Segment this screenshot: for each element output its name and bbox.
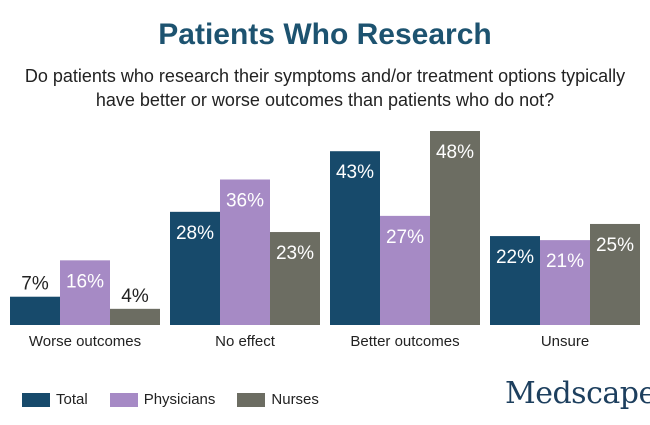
category-label-no-effect: No effect	[215, 333, 276, 350]
legend-label-nurses: Nurses	[271, 391, 319, 408]
data-label-no-effect-total: 28%	[176, 223, 214, 244]
chart-title: Patients Who Research	[158, 18, 492, 51]
bar-unsure-total	[490, 236, 540, 325]
category-label-worse-outcomes: Worse outcomes	[29, 333, 141, 350]
bar-unsure-physicians	[540, 240, 590, 325]
legend-label-total: Total	[56, 391, 88, 408]
bar-worse-outcomes-total	[10, 296, 60, 325]
bar-unsure-nurses	[590, 223, 640, 325]
legend: Total Physicians Nurses	[22, 391, 341, 408]
legend-swatch-physicians	[109, 392, 138, 407]
legend-swatch-total	[22, 392, 50, 407]
data-label-unsure-physicians: 21%	[546, 251, 584, 272]
legend-swatch-nurses	[237, 392, 266, 407]
bar-no-effect-total	[170, 211, 220, 325]
category-label-unsure: Unsure	[541, 333, 589, 350]
data-label-better-outcomes-nurses: 48%	[436, 142, 474, 163]
data-label-unsure-nurses: 25%	[596, 235, 634, 256]
bar-better-outcomes-total	[330, 151, 380, 325]
category-label-better-outcomes: Better outcomes	[350, 333, 459, 350]
bar-better-outcomes-nurses	[430, 131, 480, 325]
legend-item-nurses: Nurses	[237, 391, 319, 408]
data-label-no-effect-nurses: 23%	[276, 243, 314, 264]
data-label-better-outcomes-total: 43%	[336, 162, 374, 183]
bar-worse-outcomes-nurses	[110, 308, 160, 325]
bar-worse-outcomes-physicians	[60, 260, 110, 325]
data-label-worse-outcomes-total: 7%	[21, 274, 49, 295]
bar-better-outcomes-physicians	[380, 215, 430, 325]
data-label-worse-outcomes-nurses: 4%	[121, 286, 149, 307]
legend-item-physicians: Physicians	[109, 391, 216, 408]
chart-subtitle: Do patients who research their symptoms …	[24, 66, 626, 110]
data-label-no-effect-physicians: 36%	[226, 191, 264, 212]
medscape-logo: Medscape	[505, 376, 650, 411]
bar-no-effect-physicians	[220, 179, 270, 325]
legend-item-total: Total	[22, 391, 88, 408]
bar-no-effect-nurses	[270, 232, 320, 325]
data-label-better-outcomes-physicians: 27%	[386, 227, 424, 248]
data-label-unsure-total: 22%	[496, 247, 534, 268]
data-label-worse-outcomes-physicians: 16%	[66, 271, 104, 292]
legend-label-physicians: Physicians	[143, 391, 216, 408]
